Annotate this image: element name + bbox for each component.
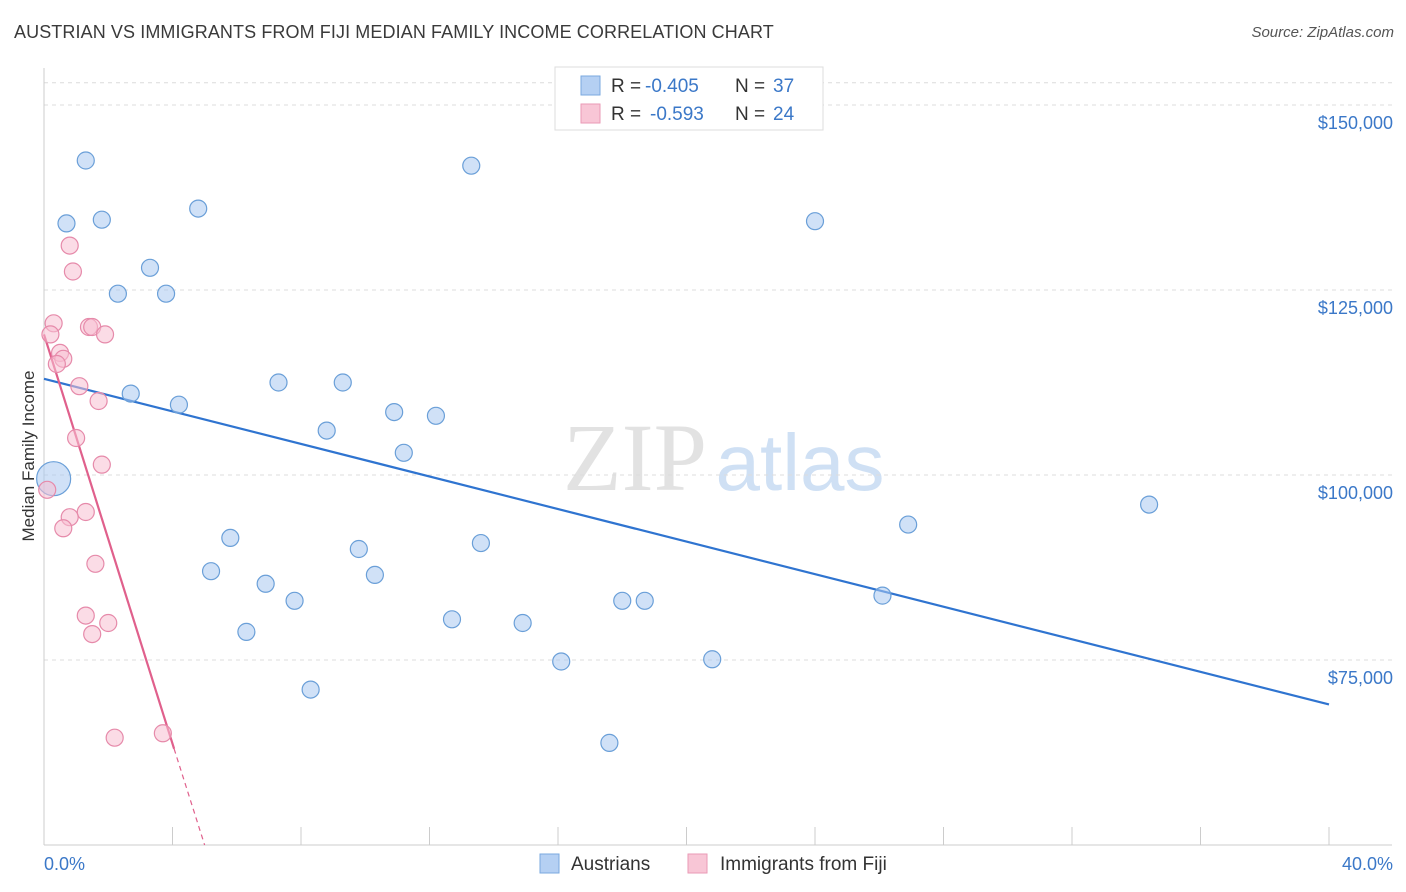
y-axis-label: Median Family Income <box>19 370 38 541</box>
point-austrians <box>513 613 532 633</box>
point-austrians <box>899 515 918 534</box>
point-austrians <box>156 284 176 303</box>
legend-swatch-austrians <box>539 853 560 874</box>
gridlines <box>44 82 1392 661</box>
point-fiji <box>86 554 105 573</box>
point-austrians <box>471 533 490 553</box>
y-tick-labels: $75,000 $100,000 $125,000 $150,000 <box>1318 113 1393 688</box>
stats-r-value-fiji: -0.593 <box>650 104 704 125</box>
stats-n-value-austrians: 37 <box>773 76 794 97</box>
point-austrians <box>221 528 240 548</box>
point-austrians <box>552 652 571 671</box>
point-austrians <box>285 591 304 610</box>
x-tick-label-max: 40.0% <box>1342 854 1393 874</box>
point-austrians <box>76 151 95 170</box>
point-austrians <box>613 591 632 610</box>
point-austrians <box>237 622 256 641</box>
point-austrians <box>317 421 336 440</box>
point-fiji <box>63 262 83 281</box>
trend-line-fiji <box>42 334 176 750</box>
point-austrians <box>805 212 825 231</box>
stats-r-label-austrians: R = <box>611 76 641 97</box>
point-fiji <box>70 377 89 396</box>
point-austrians <box>1139 495 1159 514</box>
point-fiji <box>76 606 95 625</box>
point-fiji <box>47 354 66 374</box>
point-austrians <box>333 373 352 392</box>
point-austrians <box>385 403 404 422</box>
trend-lines <box>42 334 1330 846</box>
stats-n-label-austrians: N = <box>735 76 765 97</box>
series-legend: Austrians Immigrants from Fiji <box>539 853 887 875</box>
point-fiji <box>95 325 115 344</box>
point-austrians <box>873 586 892 605</box>
point-austrians <box>442 610 462 629</box>
chart-source: Source: ZipAtlas.com <box>1251 24 1394 41</box>
point-austrians <box>121 384 140 403</box>
trend-line-austrians <box>43 377 1330 706</box>
point-austrians <box>394 443 413 462</box>
x-ticks <box>43 827 1330 845</box>
point-fiji <box>153 724 172 743</box>
point-austrians <box>256 574 275 593</box>
watermark-atlas: atlas <box>716 418 885 507</box>
legend-label-fiji: Immigrants from Fiji <box>720 854 887 875</box>
point-fiji <box>89 391 108 411</box>
point-austrians <box>189 199 208 218</box>
trend-line-extension-fiji <box>173 748 206 846</box>
point-fiji <box>38 480 57 499</box>
x-tick-label-min: 0.0% <box>44 854 85 874</box>
point-austrians <box>600 733 619 752</box>
point-fiji <box>105 728 124 747</box>
point-fiji <box>76 502 95 522</box>
point-austrians <box>365 565 384 585</box>
stats-legend-swatch-fiji <box>580 103 601 124</box>
point-austrians <box>426 406 446 425</box>
stats-r-value-austrians: -0.405 <box>645 76 699 97</box>
stats-n-label-fiji: N = <box>735 104 765 125</box>
point-austrians <box>169 395 189 414</box>
point-austrians <box>57 214 76 233</box>
point-austrians <box>92 210 111 229</box>
point-fiji <box>99 613 118 633</box>
point-austrians <box>301 680 320 699</box>
y-tick-label: $150,000 <box>1318 113 1393 133</box>
stats-r-label-fiji: R = <box>611 104 641 125</box>
point-fiji <box>60 236 79 255</box>
stats-n-value-fiji: 24 <box>773 104 795 125</box>
point-austrians <box>269 373 288 392</box>
point-fiji <box>54 519 73 538</box>
stats-legend: R = -0.405 N = 37 R = -0.593 N = 24 <box>554 66 824 131</box>
point-austrians <box>349 539 368 559</box>
point-austrians <box>703 650 722 669</box>
point-fiji <box>83 624 102 644</box>
legend-label-austrians: Austrians <box>571 854 650 875</box>
y-tick-label: $75,000 <box>1328 668 1393 688</box>
point-fiji <box>67 428 86 448</box>
point-austrians <box>635 591 654 610</box>
watermark-zip: ZIP <box>563 404 707 511</box>
point-fiji <box>92 455 111 474</box>
point-austrians <box>108 284 127 303</box>
point-austrians <box>140 258 160 277</box>
chart-title: AUSTRIAN VS IMMIGRANTS FROM FIJI MEDIAN … <box>14 22 774 42</box>
stats-legend-swatch-austrians <box>580 75 601 96</box>
point-austrians <box>201 562 221 581</box>
scatter-points <box>36 151 1159 752</box>
legend-swatch-fiji <box>687 853 708 874</box>
point-fiji <box>41 325 60 344</box>
point-austrians <box>462 156 481 175</box>
y-tick-label: $125,000 <box>1318 298 1393 318</box>
y-tick-label: $100,000 <box>1318 483 1393 503</box>
